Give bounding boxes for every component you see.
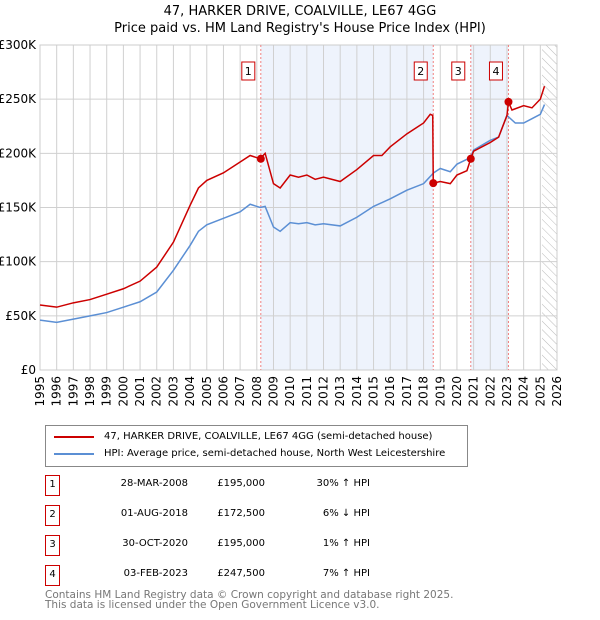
property-price-line <box>39 85 546 308</box>
sale-row: 2 01-AUG-2018 £172,500 6% ↓ HPI <box>45 505 445 526</box>
x-tick-label: 2003 <box>166 376 180 407</box>
x-tick-label: 2024 <box>517 376 531 407</box>
legend: 47, HARKER DRIVE, COALVILLE, LE67 4GG (s… <box>45 425 468 467</box>
sale-point <box>466 154 475 163</box>
x-tick-label: 2010 <box>283 376 297 407</box>
x-tick-label: 2014 <box>350 376 364 407</box>
plot-frame <box>39 44 558 371</box>
x-tick-label: 2013 <box>333 376 347 407</box>
x-tick-label: 2021 <box>467 376 481 407</box>
sale-point <box>429 179 438 188</box>
legend-item-hpi: HPI: Average price, semi-detached house,… <box>54 448 445 459</box>
sale-price: £172,500 <box>217 508 265 519</box>
x-tick-label: 1997 <box>66 376 80 407</box>
price-chart: 1995 1996 1997 1998 1999 2000 2001 2002 2003 2004… <box>0 38 564 407</box>
sale-marker-label: 3 <box>45 535 60 556</box>
sale-price: £195,000 <box>217 538 265 549</box>
legend-item-property: 47, HARKER DRIVE, COALVILLE, LE67 4GG (s… <box>54 431 432 442</box>
y-tick-label: £200K <box>0 146 37 160</box>
y-tick-label: £0 <box>21 363 36 377</box>
hpi-line <box>39 104 546 324</box>
sale-marker-label: 1 <box>245 65 252 78</box>
sale-point <box>504 97 513 106</box>
x-tick-label: 1995 <box>33 376 47 407</box>
x-tick-label: 2017 <box>400 376 414 407</box>
x-tick-label: 2006 <box>216 376 230 407</box>
x-tick-label: 1999 <box>100 376 114 407</box>
sale-marker-box <box>413 61 428 81</box>
legend-swatch-red <box>54 435 94 438</box>
chart-title: 47, HARKER DRIVE, COALVILLE, LE67 4GG <box>163 4 437 19</box>
legend-swatch-blue <box>54 452 94 455</box>
sale-marker-box <box>451 61 466 81</box>
x-tick-label: 2000 <box>116 376 130 407</box>
sale-hpi-diff: 1% ↑ HPI <box>322 538 370 549</box>
sale-price: £247,500 <box>217 568 265 579</box>
x-tick-label: 2009 <box>266 376 280 407</box>
y-tick-label: £50K <box>5 309 37 323</box>
x-tick-label: 2019 <box>433 376 447 407</box>
sale-row: 4 03-FEB-2023 £247,500 7% ↑ HPI <box>45 565 445 586</box>
y-tick-label: £300K <box>0 38 37 52</box>
sale-marker-label: 4 <box>45 565 60 586</box>
x-tick-label: 2005 <box>200 376 214 407</box>
x-tick-label: 1998 <box>83 376 97 407</box>
x-tick-label: 2022 <box>483 376 497 407</box>
x-tick-label: 2004 <box>183 376 197 407</box>
sale-marker-box <box>488 61 503 81</box>
x-tick-label: 2002 <box>150 376 164 407</box>
x-tick-label: 2011 <box>300 376 314 407</box>
sale-price: £195,000 <box>217 478 265 489</box>
footer: Contains HM Land Registry data © Crown c… <box>45 589 454 611</box>
sale-hpi-diff: 6% ↓ HPI <box>322 508 370 519</box>
x-tick-label: 2026 <box>550 376 564 407</box>
footer-line: Contains HM Land Registry data © Crown c… <box>45 589 454 601</box>
y-tick-label: £150K <box>0 201 37 215</box>
sale-row: 3 30-OCT-2020 £195,000 1% ↑ HPI <box>45 535 445 556</box>
sale-date: 03-FEB-2023 <box>123 568 188 579</box>
sale-date: 01-AUG-2018 <box>120 508 188 519</box>
x-tick-label: 2020 <box>450 376 464 407</box>
sale-marker-label: 3 <box>455 65 462 78</box>
x-tick-label: 2007 <box>233 376 247 407</box>
legend-label: HPI: Average price, semi-detached house,… <box>104 448 446 459</box>
sale-date: 30-OCT-2020 <box>122 538 188 549</box>
sale-marker-label: 2 <box>45 505 60 526</box>
legend-label: 47, HARKER DRIVE, COALVILLE, LE67 4GG (s… <box>104 431 433 442</box>
sale-hpi-diff: 30% ↑ HPI <box>316 478 370 489</box>
sale-hpi-diff: 7% ↑ HPI <box>322 568 370 579</box>
sale-marker-label: 1 <box>45 475 60 496</box>
x-tick-label: 2012 <box>317 376 331 407</box>
x-tick-label: 2016 <box>383 376 397 407</box>
sale-marker-label: 2 <box>417 65 424 78</box>
x-tick-label: 1996 <box>50 376 64 407</box>
x-tick-label: 2008 <box>250 376 264 407</box>
sale-marker-box <box>241 61 256 81</box>
x-tick-label: 2001 <box>133 376 147 407</box>
x-tick-label: 2015 <box>367 376 381 407</box>
x-tick-label: 2023 <box>500 376 514 407</box>
sale-marker-label: 4 <box>492 65 499 78</box>
sale-date: 28-MAR-2008 <box>120 478 188 489</box>
chart-subtitle: Price paid vs. HM Land Registry's House … <box>114 21 486 36</box>
x-tick-label: 2025 <box>533 376 547 407</box>
y-tick-label: £100K <box>0 255 37 269</box>
sale-point <box>256 154 265 163</box>
x-tick-label: 2018 <box>417 376 431 407</box>
y-tick-label: £250K <box>0 92 37 106</box>
footer-line: This data is licensed under the Open Gov… <box>45 599 380 611</box>
sale-row: 1 28-MAR-2008 £195,000 30% ↑ HPI <box>45 475 445 496</box>
